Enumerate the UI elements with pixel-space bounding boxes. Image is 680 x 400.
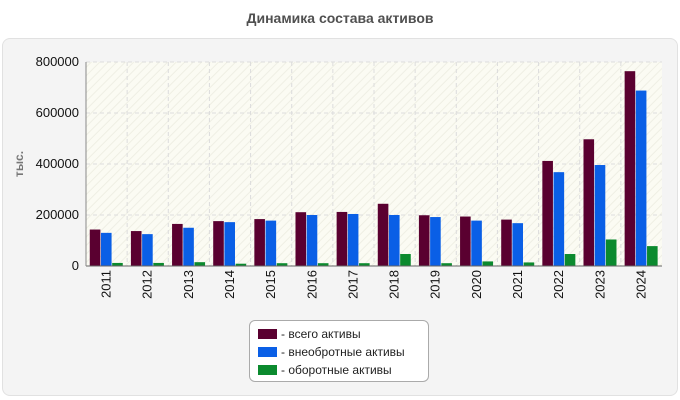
bar: [317, 263, 329, 266]
x-tick-label: 2014: [222, 270, 237, 299]
x-tick-label: 2023: [592, 270, 607, 299]
bar: [460, 216, 471, 266]
bar: [430, 217, 441, 266]
x-tick-label: 2024: [633, 270, 648, 299]
bar: [359, 263, 370, 266]
bar: [400, 254, 411, 266]
chart-title: Динамика состава активов: [246, 10, 434, 26]
x-tick-labels: 2011 2012 2013 2014 2015 2016 2017 2018 2019 2020…: [99, 270, 649, 299]
x-tick-label: 2022: [551, 270, 566, 299]
x-tick-label: 2018: [387, 270, 402, 299]
x-tick-label: 2020: [469, 270, 484, 299]
bar: [647, 246, 658, 266]
y-tick-label: 800000: [36, 54, 79, 69]
bar: [235, 263, 247, 266]
bars: [89, 71, 658, 267]
bar: [482, 261, 494, 266]
bar: [564, 254, 576, 266]
bar: [542, 160, 553, 266]
bar: [605, 239, 617, 266]
bar: [594, 165, 606, 266]
y-tick-label: 200000: [36, 207, 79, 222]
bar: [265, 220, 277, 266]
bar: [512, 223, 523, 266]
x-tick-label: 2012: [140, 270, 155, 299]
bar: [583, 139, 595, 266]
bar: [471, 220, 482, 266]
legend-swatch-total: [258, 329, 277, 339]
bar: [112, 262, 123, 266]
bar: [306, 215, 318, 266]
bar: [194, 262, 206, 266]
legend-label-total: - всего активы: [281, 327, 361, 341]
x-tick-label: 2015: [263, 270, 278, 299]
bar: [89, 229, 101, 266]
bar: [388, 215, 400, 266]
bar: [130, 231, 142, 266]
bar: [183, 227, 194, 266]
bar: [501, 219, 512, 266]
bar: [254, 219, 265, 266]
bar: [224, 222, 235, 266]
legend-swatch-current: [258, 365, 277, 375]
bar: [100, 232, 112, 266]
bar: [142, 234, 153, 266]
bar: [441, 263, 452, 266]
legend-item-total: - всего активы: [258, 325, 420, 343]
bar: [418, 215, 430, 266]
y-axis-label: тыс.: [12, 151, 26, 177]
bar: [635, 90, 647, 266]
bar: [153, 262, 164, 266]
legend-label-current: - оборотные активы: [281, 363, 392, 377]
legend-label-noncurrent: - внеобротные активы: [281, 345, 405, 359]
legend: - всего активы - внеобротные активы - об…: [249, 320, 429, 382]
legend-item-noncurrent: - внеобротные активы: [258, 343, 420, 361]
bar: [347, 213, 359, 266]
bar: [553, 172, 565, 266]
x-tick-label: 2019: [428, 270, 443, 299]
bar: [624, 71, 636, 267]
bar: [276, 263, 288, 266]
y-tick-label: 0: [72, 258, 79, 273]
bar: [295, 212, 307, 266]
y-tick-labels: 0 200000 400000 600000 800000: [36, 54, 79, 273]
bar: [172, 223, 183, 266]
bar: [523, 262, 535, 266]
x-tick-label: 2021: [510, 270, 525, 299]
x-tick-label: 2017: [345, 270, 360, 299]
legend-item-current: - оборотные активы: [258, 361, 420, 379]
legend-swatch-noncurrent: [258, 347, 277, 357]
x-tick-label: 2011: [99, 270, 114, 298]
bar: [377, 203, 389, 266]
x-tick-label: 2013: [181, 270, 196, 299]
y-tick-label: 600000: [36, 105, 79, 120]
bar: [336, 211, 348, 266]
y-tick-label: 400000: [36, 156, 79, 171]
grid-lines: [86, 61, 662, 266]
bar: [213, 221, 224, 266]
x-tick-label: 2016: [304, 270, 319, 299]
